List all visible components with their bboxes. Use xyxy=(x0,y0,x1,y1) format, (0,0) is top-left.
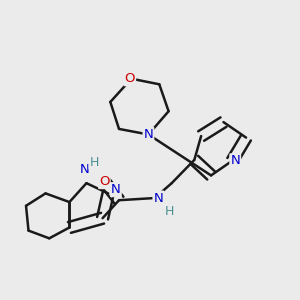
Text: N: N xyxy=(230,154,240,167)
Text: H: H xyxy=(89,156,99,169)
Text: N: N xyxy=(154,191,163,205)
Text: O: O xyxy=(99,175,110,188)
Text: N: N xyxy=(80,163,90,176)
Text: O: O xyxy=(124,72,135,85)
Text: N: N xyxy=(144,128,153,141)
Text: N: N xyxy=(111,183,121,196)
Text: H: H xyxy=(165,205,174,218)
